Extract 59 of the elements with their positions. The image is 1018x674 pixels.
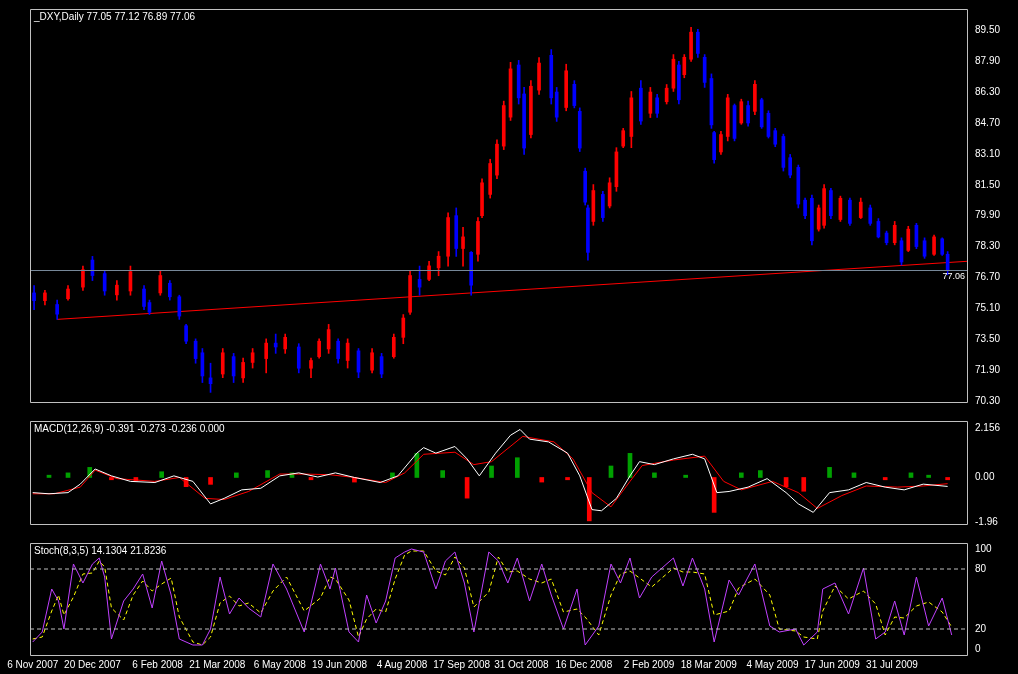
bar — [265, 470, 270, 478]
bar — [801, 477, 807, 492]
bar — [515, 457, 520, 478]
x-tick-label: 4 May 2009 — [746, 658, 800, 670]
x-tick-label: 6 Nov 2007 — [7, 658, 59, 670]
candlestick — [273, 333, 278, 354]
x-tick-label: 16 Dec 2008 — [555, 658, 613, 670]
chart-title: Stoch(8,3,5) 14.1304 21.8236 — [34, 544, 167, 556]
y-tick-label: 76.70 — [975, 271, 1001, 283]
bar — [683, 474, 688, 478]
y-tick-label: -1.96 — [975, 516, 999, 528]
y-tick-label: 79.90 — [975, 209, 1001, 221]
x-tick-label: 6 May 2008 — [253, 658, 307, 670]
y-tick-label: 0 — [975, 642, 981, 654]
chart-title: _DXY,Daily 77.05 77.12 76.89 77.06 — [33, 10, 196, 22]
bar — [208, 477, 213, 485]
x-tick-label: 4 Aug 2008 — [376, 658, 428, 670]
y-tick-label: 75.10 — [975, 302, 1001, 314]
x-tick-label: 20 Dec 2007 — [64, 658, 122, 670]
bar — [440, 470, 445, 478]
x-tick-label: 6 Feb 2008 — [132, 658, 184, 670]
x-tick-label: 31 Jul 2009 — [866, 658, 919, 670]
y-tick-label: 71.90 — [975, 363, 1001, 375]
bar — [882, 477, 888, 481]
y-tick-label: 87.90 — [975, 54, 1001, 66]
x-tick-label: 18 Mar 2009 — [680, 658, 738, 670]
x-tick-label: 19 Jun 2008 — [311, 658, 368, 670]
chart-title: MACD(12,26,9) -0.391 -0.273 -0.236 0.000 — [34, 422, 226, 434]
x-tick-label: 31 Oct 2008 — [494, 658, 550, 670]
bar — [234, 472, 239, 478]
y-tick-label: 80 — [975, 562, 987, 574]
bar — [926, 474, 931, 478]
y-tick-label: 73.50 — [975, 333, 1001, 345]
bar — [652, 472, 657, 478]
y-tick-label: 78.30 — [975, 240, 1001, 252]
ref-line-label: 77.06 — [942, 271, 965, 282]
bar — [827, 467, 832, 478]
x-tick-label: 17 Jun 2009 — [804, 658, 861, 670]
bar — [159, 471, 164, 478]
bar — [539, 477, 545, 483]
x-tick-label: 17 Sep 2008 — [433, 658, 491, 670]
y-tick-label: 70.30 — [975, 394, 1001, 406]
y-tick-label: 0.00 — [975, 471, 995, 483]
x-tick-label: 2 Feb 2009 — [623, 658, 675, 670]
y-tick-label: 83.10 — [975, 147, 1001, 159]
y-tick-label: 89.50 — [975, 24, 1001, 35]
bar — [489, 465, 494, 478]
y-tick-label: 2.156 — [975, 421, 1001, 433]
bar — [945, 477, 950, 481]
bar — [109, 477, 114, 481]
y-tick-label: 20 — [975, 622, 987, 634]
y-tick-label: 84.70 — [975, 116, 1001, 128]
bar — [565, 477, 570, 481]
y-tick-label: 100 — [975, 542, 993, 554]
bar — [757, 470, 763, 478]
bar — [738, 472, 744, 478]
y-tick-label: 81.50 — [975, 178, 1001, 190]
y-tick-label: 86.30 — [975, 85, 1001, 97]
x-tick-label: 21 Mar 2008 — [189, 658, 246, 670]
